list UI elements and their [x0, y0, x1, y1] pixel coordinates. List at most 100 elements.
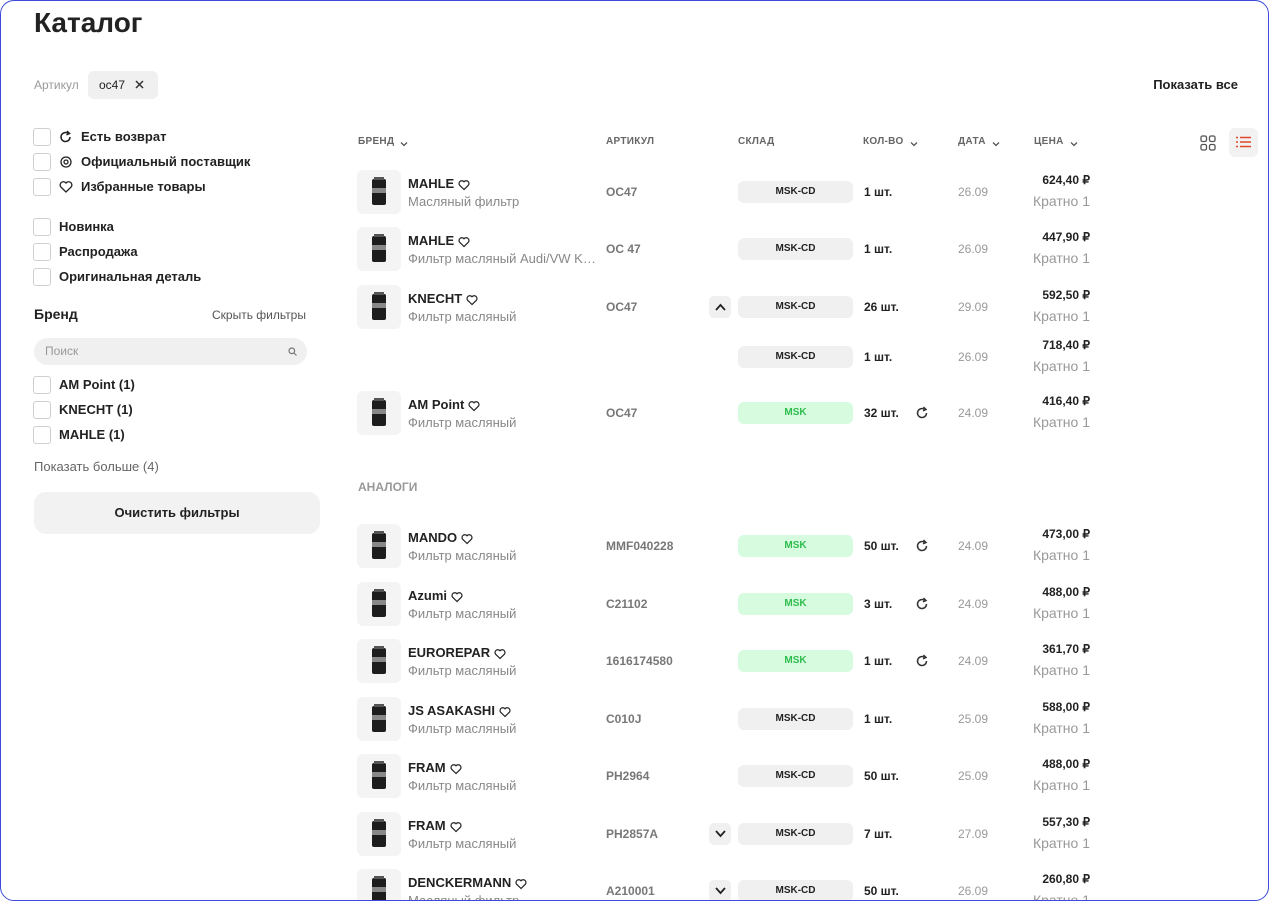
article-number: OC47 — [606, 300, 638, 314]
price: 473,00 ₽ — [1042, 527, 1090, 541]
product-description: Фильтр масляный — [408, 415, 517, 430]
expand-chevron[interactable] — [715, 303, 726, 311]
brand-name[interactable]: FRAM — [408, 817, 446, 833]
sort-chevron — [992, 142, 1000, 147]
price-multiple: Кратно 1 — [1032, 250, 1090, 266]
brand-name[interactable]: MANDO — [408, 530, 458, 545]
expand-button[interactable] — [709, 296, 731, 318]
column-header[interactable]: БРЕНД — [358, 136, 395, 147]
product-image — [372, 761, 386, 789]
column-header[interactable]: ЦЕНА — [1034, 136, 1064, 147]
brand-name[interactable]: KNECHT — [408, 291, 463, 306]
checkbox[interactable] — [33, 376, 51, 394]
column-header[interactable]: КОЛ-ВО — [863, 136, 904, 147]
favorite-icon[interactable] — [458, 236, 470, 248]
checkbox[interactable] — [33, 128, 51, 146]
filter-chip[interactable] — [88, 71, 158, 99]
brand-name[interactable]: AM Point — [408, 397, 465, 412]
remove-icon[interactable] — [135, 80, 144, 89]
favorite-icon[interactable] — [466, 294, 478, 306]
search-input[interactable] — [34, 338, 307, 365]
quantity: 1 шт. — [864, 242, 893, 256]
checkbox[interactable] — [33, 268, 51, 286]
stock-badge: MSK-CD — [738, 181, 853, 203]
brand-name[interactable]: Azumi — [408, 587, 447, 603]
product-image — [372, 703, 386, 732]
quantity: 50 шт. — [864, 769, 899, 783]
checkbox[interactable] — [33, 178, 51, 196]
brand-name[interactable]: JS ASAKASHI — [408, 702, 495, 718]
filter-option: Есть возврат — [81, 129, 167, 144]
brand-name[interactable]: DENCKERMANN — [408, 875, 512, 890]
column-header[interactable]: ДАТА — [958, 136, 986, 147]
favorite-icon[interactable] — [461, 533, 473, 545]
show-more-link[interactable]: Показать больше (4) — [34, 459, 159, 474]
price: 416,40 ₽ — [1042, 394, 1090, 408]
article-number: OC47 — [606, 406, 638, 420]
favorite-icon[interactable] — [468, 400, 480, 412]
brand-name[interactable]: EUROREPAR — [408, 645, 491, 660]
price-multiple: Кратно 1 — [1032, 834, 1090, 851]
checkbox[interactable] — [33, 401, 51, 419]
expand-button[interactable] — [709, 880, 731, 900]
favorite-icon[interactable] — [450, 821, 462, 833]
filter-label: Артикул — [34, 78, 79, 92]
brand-name[interactable]: FRAM — [408, 760, 446, 775]
show-all-button[interactable]: Показать все — [1153, 77, 1238, 92]
checkbox[interactable] — [33, 218, 51, 236]
price: 557,30 ₽ — [1042, 814, 1090, 829]
product-description: Фильтр масляный — [408, 309, 517, 324]
price: 592,50 ₽ — [1042, 288, 1090, 302]
delivery-date: 25.09 — [958, 769, 989, 783]
price-multiple: Кратно 1 — [1032, 777, 1090, 793]
search-icon — [288, 347, 297, 356]
sort-chevron — [1070, 142, 1078, 147]
article-number: C21102 — [606, 596, 648, 611]
hide-filters-link[interactable]: Скрыть фильтры — [212, 308, 306, 322]
clear-filters-button[interactable] — [34, 492, 320, 534]
stock-badge: MSK-CD — [738, 822, 853, 845]
quantity: 26 шт. — [864, 300, 899, 314]
price-multiple: Кратно 1 — [1032, 892, 1090, 901]
stock-badge: MSK — [738, 402, 853, 424]
product-image — [372, 818, 386, 847]
expand-chevron[interactable] — [715, 887, 726, 895]
filter-option: Официальный поставщик — [81, 154, 251, 169]
favorite-icon[interactable] — [494, 648, 506, 660]
favorite-icon[interactable] — [451, 591, 463, 603]
filter-icon — [60, 156, 72, 168]
expand-chevron[interactable] — [715, 829, 726, 838]
price-multiple: Кратно 1 — [1032, 414, 1090, 430]
brand-name[interactable]: MAHLE — [408, 176, 455, 191]
price: 588,00 ₽ — [1042, 699, 1090, 714]
filter-option: Избранные товары — [81, 179, 206, 194]
product-description: Фильтр масляный — [408, 835, 517, 851]
delivery-date: 29.09 — [958, 300, 989, 314]
product-description: Масляный фильтр — [408, 893, 520, 901]
checkbox[interactable] — [33, 153, 51, 171]
product-image — [372, 876, 386, 900]
product-description: Фильтр масляный — [408, 778, 517, 793]
expand-button[interactable] — [709, 822, 731, 845]
quantity: 1 шт. — [864, 350, 893, 364]
favorite-icon[interactable] — [499, 706, 511, 718]
favorite-icon[interactable] — [450, 763, 462, 775]
favorite-icon[interactable] — [458, 179, 470, 191]
delivery-date: 26.09 — [958, 350, 989, 364]
brand-name[interactable]: MAHLE — [408, 233, 455, 248]
checkbox[interactable] — [33, 243, 51, 261]
quantity: 50 шт. — [864, 884, 899, 898]
checkbox[interactable] — [33, 426, 51, 444]
product-description: Фильтр масляный — [408, 720, 517, 736]
filter-option: Новинка — [59, 219, 114, 234]
brand-option: MAHLE (1) — [59, 427, 125, 442]
filter-chip-value: oc47 — [99, 78, 126, 92]
quantity: 32 шт. — [864, 406, 899, 420]
price: 624,40 ₽ — [1042, 173, 1090, 187]
return-icon — [916, 654, 928, 667]
list-icon — [1236, 136, 1251, 148]
stock-badge: MSK — [738, 592, 853, 615]
favorite-icon[interactable] — [515, 878, 527, 890]
stock-badge: MSK — [738, 535, 853, 557]
